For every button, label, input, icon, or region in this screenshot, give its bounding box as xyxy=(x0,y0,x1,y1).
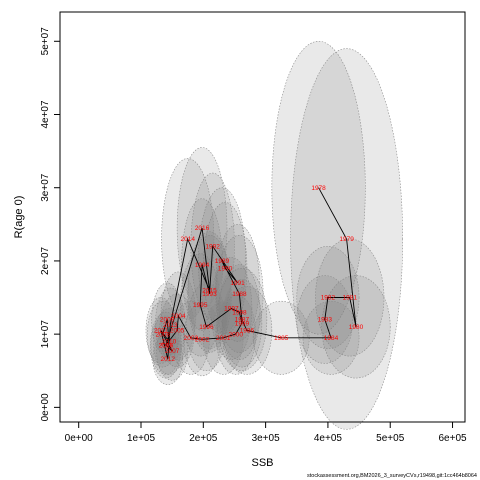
year-label-1982: 1982 xyxy=(321,295,336,302)
credit-text: stockassessment.org,BM2026_3_surveyCVs,r… xyxy=(307,473,477,479)
x-axis-title: SSB xyxy=(251,457,273,469)
y-axis: 0e+00 1e+07 2e+07 3e+07 4e+07 5e+07 xyxy=(40,27,61,422)
x-axis: 0e+00 1e+05 2e+05 3e+05 4e+05 5e+05 6e+05 xyxy=(65,421,467,444)
y-tick-label: 0e+00 xyxy=(40,393,51,422)
x-tick-label: 3e+05 xyxy=(252,433,281,444)
year-label-1998: 1998 xyxy=(232,309,247,316)
year-label-2010: 2010 xyxy=(162,339,177,346)
year-label-1983: 1983 xyxy=(318,317,333,324)
x-tick-label: 4e+05 xyxy=(314,433,343,444)
year-label-1986: 1986 xyxy=(240,328,255,335)
year-label-2013: 2013 xyxy=(163,322,178,329)
y-tick-label: 4e+07 xyxy=(40,100,51,129)
year-label-1981: 1981 xyxy=(342,295,357,302)
trajectory-path xyxy=(160,187,357,360)
year-label-1990: 1990 xyxy=(218,265,233,272)
year-label-1989: 1989 xyxy=(215,258,230,265)
x-tick-label: 6e+05 xyxy=(438,433,467,444)
year-label-2005: 2005 xyxy=(170,328,185,335)
year-label-1988: 1988 xyxy=(232,291,247,298)
x-tick-label: 2e+05 xyxy=(189,433,218,444)
trajectory-line xyxy=(160,187,357,360)
year-label-1992: 1992 xyxy=(205,243,220,250)
year-label-1985: 1985 xyxy=(274,335,289,342)
year-label-1997: 1997 xyxy=(224,306,239,313)
year-label-1996: 1996 xyxy=(199,324,214,331)
year-label-2012: 2012 xyxy=(161,356,176,363)
y-tick-label: 1e+07 xyxy=(40,320,51,349)
year-label-1978: 1978 xyxy=(311,185,326,192)
year-label-2007: 2007 xyxy=(165,348,180,355)
year-label-2008: 2008 xyxy=(156,331,171,338)
x-tick-label: 5e+05 xyxy=(376,433,405,444)
year-label-2009: 2009 xyxy=(160,317,175,324)
year-label-2004: 2004 xyxy=(171,313,186,320)
year-label-1993: 1993 xyxy=(202,291,217,298)
x-tick-label: 1e+05 xyxy=(127,433,156,444)
year-label-1991: 1991 xyxy=(230,280,245,287)
year-label-2003: 2003 xyxy=(184,335,199,342)
year-label-1987: 1987 xyxy=(235,317,250,324)
year-label-2011: 2011 xyxy=(154,328,168,335)
year-label-2001: 2001 xyxy=(216,335,231,342)
year-label-1995: 1995 xyxy=(193,302,208,309)
year-label-2002: 2002 xyxy=(195,336,210,343)
year-labels: 1978 1979 1980 1981 1982 1983 1984 1985 1986 1987… xyxy=(154,185,364,363)
y-tick-label: 3e+07 xyxy=(40,173,51,202)
y-tick-label: 5e+07 xyxy=(40,27,51,56)
y-axis-title: R(age 0) xyxy=(13,196,25,239)
year-label-1979: 1979 xyxy=(339,236,354,243)
year-label-2006: 2006 xyxy=(159,342,174,349)
year-label-2000: 2000 xyxy=(228,331,243,338)
year-label-1984: 1984 xyxy=(324,335,339,342)
x-tick-label: 0e+00 xyxy=(65,433,94,444)
y-tick-label: 2e+07 xyxy=(40,246,51,275)
year-label-2015: 2015 xyxy=(202,287,217,294)
year-label-1994: 1994 xyxy=(195,262,210,269)
year-label-2016: 2016 xyxy=(195,225,210,232)
year-label-1980: 1980 xyxy=(349,324,364,331)
year-label-2017: 2017 xyxy=(159,342,174,349)
year-label-1999: 1999 xyxy=(235,320,250,327)
year-label-2014: 2014 xyxy=(180,236,195,243)
